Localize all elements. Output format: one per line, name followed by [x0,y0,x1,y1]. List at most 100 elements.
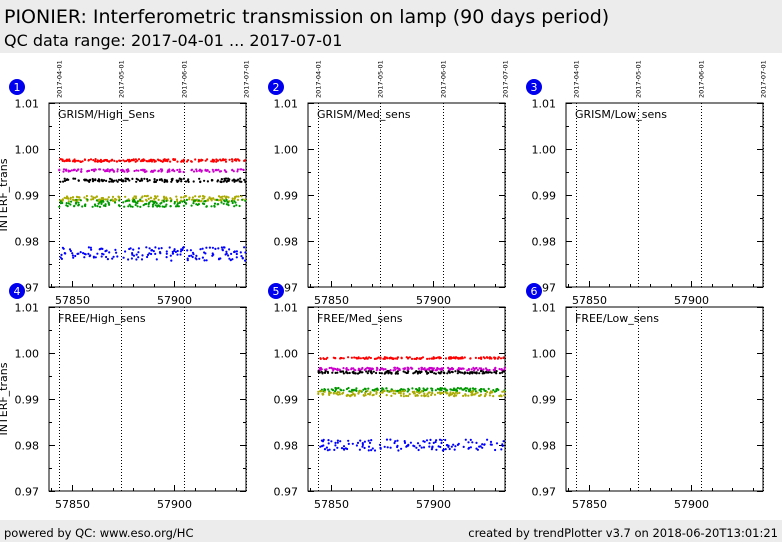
data-point [469,357,472,360]
data-point [321,371,324,374]
data-point [426,393,429,396]
data-point [363,440,366,443]
footer-credit: powered by QC: www.eso.org/HC [4,526,194,540]
data-point [75,198,78,201]
y-axis-label: INTERF_trans [0,158,10,231]
data-point [240,180,243,183]
y-tick-label: 0.99 [15,190,40,203]
data-point [461,357,464,360]
data-point [389,371,392,374]
data-point [449,391,452,394]
data-point [106,198,109,201]
data-point [332,391,335,394]
data-point [429,438,432,441]
data-point [351,442,354,445]
data-point [434,372,437,375]
data-point [408,393,411,396]
data-point [417,448,420,452]
data-point [167,158,170,161]
data-point [498,394,501,398]
data-point [416,394,419,397]
data-point [409,441,412,444]
data-point [227,177,230,180]
data-point [69,197,72,200]
data-point [76,198,79,201]
data-point [195,168,198,171]
data-point [426,368,429,371]
data-point [469,387,472,390]
data-point [437,445,440,448]
data-point [319,357,322,360]
data-point [331,371,334,374]
data-point [492,389,495,392]
data-point [453,448,456,451]
data-point [205,259,208,262]
data-point [147,202,150,206]
data-point [126,170,129,173]
data-point [371,447,374,450]
data-point [430,393,433,397]
data-point [355,444,358,447]
data-point [123,170,126,173]
data-point [162,195,166,198]
data-point [176,253,179,256]
data-point [467,441,470,444]
data-point [190,169,193,172]
data-point [346,372,349,375]
data-point [165,199,168,202]
data-point [435,356,438,360]
data-point [435,439,438,442]
data-point [431,370,434,374]
data-point [99,158,102,161]
data-point [494,367,497,370]
data-point [466,387,469,390]
panel-label: GRISM/Med_sens [317,108,411,121]
data-point [452,389,455,392]
data-point [153,169,156,172]
data-point [98,178,101,182]
data-point [178,168,181,171]
data-point [421,356,425,359]
data-point [339,440,342,443]
data-point [212,197,215,200]
data-point [373,389,376,392]
data-point [416,442,420,445]
data-point [187,180,190,183]
data-point [118,199,121,202]
data-point [148,179,151,182]
data-point [450,356,454,360]
data-point [467,394,470,397]
data-point [336,439,339,442]
data-point [243,246,246,249]
panel-2: 2017-04-01 2017-05-01 2017-06-01 2017-07-01… [268,60,510,307]
data-point [210,205,213,208]
data-point [397,391,400,394]
data-point [223,246,226,249]
data-point [475,366,478,370]
data-point [326,371,330,374]
data-point [135,258,138,261]
header-band: PIONIER: Interferometric transmission on… [0,0,782,53]
data-point [323,448,327,451]
y-tick-label: 1.01 [532,98,557,111]
data-point [98,205,102,208]
data-point [474,387,477,390]
data-point [62,180,65,183]
data-point [176,160,179,163]
data-point [233,205,236,208]
data-point [194,195,197,198]
data-point [213,204,216,207]
data-point [199,248,202,251]
data-point [440,370,443,373]
data-point [232,170,235,173]
data-point [89,254,92,257]
data-point [93,170,96,173]
data-point [503,366,506,369]
data-point [154,200,157,203]
data-point [399,392,402,395]
data-point [426,357,429,360]
data-point [235,250,238,253]
data-point [348,371,351,375]
data-point [137,158,141,161]
